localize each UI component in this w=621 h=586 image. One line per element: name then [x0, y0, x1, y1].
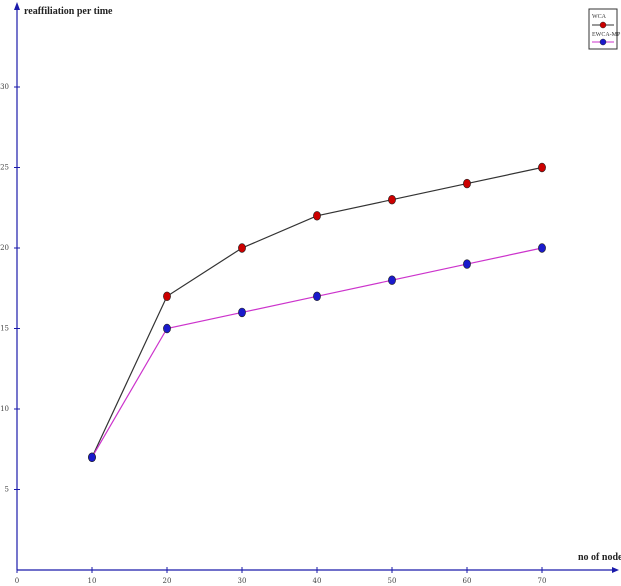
- y-tick-label: 10: [0, 405, 9, 413]
- data-point-1: [88, 452, 96, 462]
- data-point-0: [163, 291, 171, 301]
- legend-marker-wca: [599, 21, 607, 29]
- x-axis-title: no of nodes: [578, 552, 621, 563]
- legend-label-ewca-mp: EWCA-MP: [592, 32, 621, 38]
- data-point-0: [238, 243, 246, 253]
- y-axis-arrow-icon: [14, 2, 20, 10]
- y-tick-label: 25: [0, 164, 9, 172]
- axes: [14, 2, 619, 573]
- data-point-0: [313, 211, 321, 221]
- x-tick-label: 50: [388, 577, 397, 585]
- y-axis-title: reaffiliation per time: [24, 6, 113, 17]
- series-lines: [91, 166, 543, 458]
- data-point-1: [538, 243, 546, 253]
- x-tick-label: 70: [538, 577, 547, 585]
- x-ticks: 0 10 20 30 40 50 60 70: [15, 567, 547, 585]
- x-tick-label: 40: [313, 577, 322, 585]
- data-point-1: [163, 323, 171, 334]
- data-point-1: [388, 275, 396, 285]
- y-tick-label: 15: [0, 325, 9, 333]
- x-tick-label: 20: [163, 577, 172, 585]
- legend-label-wca: WCA: [592, 14, 607, 20]
- y-ticks: 5 10 15 20 25 30: [0, 83, 20, 494]
- y-tick-label: 20: [0, 244, 9, 252]
- series-line-0: [91, 166, 543, 458]
- data-point-0: [538, 162, 546, 173]
- data-point-1: [238, 307, 246, 318]
- x-tick-label: 10: [88, 577, 97, 585]
- series-line-1: [91, 247, 543, 458]
- x-tick-label: 0: [15, 577, 19, 585]
- data-point-0: [463, 178, 471, 189]
- x-axis-arrow-icon: [612, 567, 619, 573]
- data-point-0: [388, 195, 396, 205]
- data-point-1: [313, 291, 321, 301]
- data-point-1: [463, 259, 471, 269]
- legend: WCA EWCA-MP: [588, 8, 621, 50]
- x-tick-label: 30: [238, 577, 247, 585]
- y-tick-label: 30: [0, 83, 9, 91]
- legend-marker-ewca-mp: [599, 38, 607, 46]
- y-tick-label: 5: [5, 486, 9, 494]
- x-tick-label: 60: [463, 577, 472, 585]
- series-points: [88, 162, 546, 462]
